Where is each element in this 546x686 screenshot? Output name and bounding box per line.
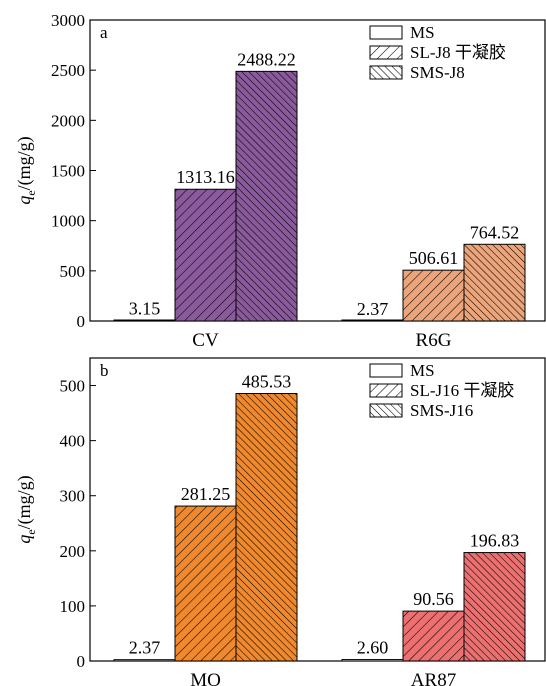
bar: [174, 188, 237, 322]
data-label: 485.53: [242, 372, 292, 392]
legend-swatch: [369, 65, 403, 80]
x-tick-label: AR87: [411, 670, 456, 686]
y-axis-label-symbol: q: [14, 535, 34, 544]
bar: [113, 659, 176, 662]
y-tick-label: 300: [60, 487, 86, 506]
y-axis-label-symbol: q: [14, 196, 34, 205]
plot-frame: [89, 357, 546, 662]
data-label: 2488.22: [237, 49, 296, 69]
bar: [341, 659, 404, 662]
y-tick-label: 1000: [51, 212, 85, 231]
data-label: 764.52: [470, 222, 520, 242]
legend-swatch: [369, 383, 403, 398]
y-tick-label: 500: [60, 377, 86, 396]
panel-letter: a: [100, 23, 108, 42]
legend-swatch: [369, 25, 403, 40]
legend-swatch: [369, 45, 403, 60]
y-tick-label: 400: [60, 432, 86, 451]
x-tick-label: R6G: [416, 330, 452, 351]
y-tick-label: 2000: [51, 111, 85, 130]
data-label: 281.25: [181, 484, 231, 504]
bar: [235, 393, 298, 662]
legend-label: SL-J8 干凝胶: [410, 43, 506, 62]
legend-label: SL-J16 干凝胶: [410, 381, 514, 400]
bar: [174, 505, 237, 662]
bar: [235, 70, 298, 322]
x-tick-label: CV: [192, 330, 219, 351]
y-tick-label: 3000: [51, 11, 85, 30]
bar: [463, 243, 526, 322]
y-tick-label: 2500: [51, 61, 85, 80]
legend-label: SMS-J8: [410, 63, 465, 82]
x-tick-label: MO: [190, 670, 221, 686]
data-label: 3.15: [129, 299, 161, 319]
panel-letter: b: [100, 361, 109, 380]
data-label: 90.56: [413, 589, 454, 609]
y-axis-label-unit: /(mg/g): [14, 136, 35, 190]
y-axis-label-subscript: e: [24, 529, 38, 534]
legend-label: MS: [410, 23, 435, 42]
y-axis-label: qe/(mg/g): [14, 475, 38, 543]
bar: [402, 269, 465, 322]
bar: [113, 319, 176, 322]
data-label: 2.60: [357, 638, 389, 658]
y-tick-label: 0: [77, 652, 86, 671]
legend-swatch: [369, 363, 403, 378]
bar: [341, 319, 404, 322]
y-tick-label: 500: [60, 262, 86, 281]
legend-swatch: [369, 403, 403, 418]
data-label: 196.83: [470, 531, 520, 551]
y-tick-label: 200: [60, 542, 86, 561]
legend-label: SMS-J16: [410, 401, 473, 420]
data-label: 2.37: [357, 299, 389, 319]
data-label: 506.61: [409, 248, 459, 268]
legend-label: MS: [410, 361, 435, 380]
bar: [463, 552, 526, 662]
y-tick-label: 0: [77, 312, 86, 331]
y-tick-label: 1500: [51, 162, 85, 181]
bar: [402, 610, 465, 662]
y-axis-label-unit: /(mg/g): [14, 475, 35, 529]
data-label: 2.37: [129, 638, 161, 658]
y-tick-label: 100: [60, 597, 86, 616]
y-axis-label-subscript: e: [24, 190, 38, 195]
y-axis-label: qe/(mg/g): [14, 136, 38, 204]
data-label: 1313.16: [176, 167, 235, 187]
